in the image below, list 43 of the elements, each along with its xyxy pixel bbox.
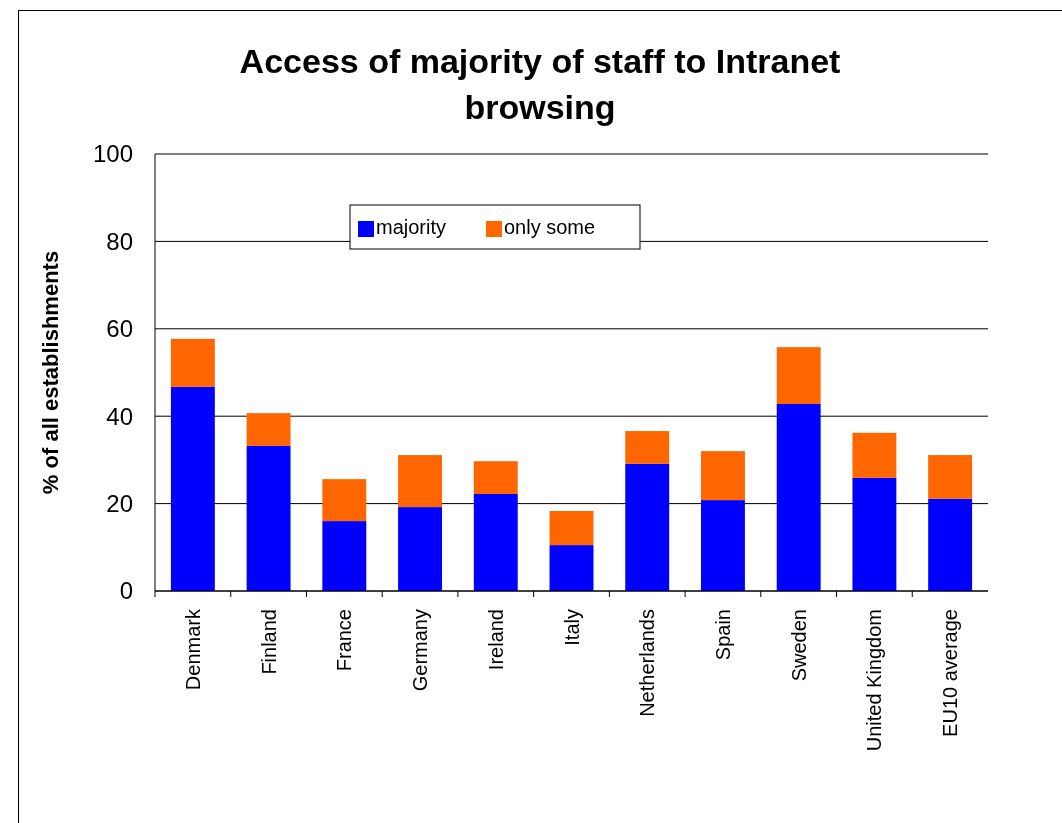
bar xyxy=(246,413,291,446)
y-tick-label: 100 xyxy=(92,140,133,168)
bar xyxy=(625,431,670,464)
x-tick-label: EU10 average xyxy=(939,609,962,737)
bar xyxy=(246,445,291,591)
x-tick-label: Ireland xyxy=(484,609,507,671)
bar xyxy=(700,500,745,591)
bar xyxy=(473,461,518,494)
bar xyxy=(398,507,443,591)
bar xyxy=(928,498,973,591)
bar xyxy=(170,338,215,387)
y-tick-label: 0 xyxy=(119,577,133,605)
x-tick-label: Netherlands xyxy=(636,609,659,717)
bar xyxy=(928,455,973,499)
y-tick-label: 40 xyxy=(106,402,133,430)
x-tick-label: Spain xyxy=(711,609,734,661)
x-tick-label: Italy xyxy=(560,609,583,646)
bar xyxy=(852,432,897,478)
y-tick-label: 20 xyxy=(106,490,133,517)
bar xyxy=(776,403,821,591)
bar xyxy=(549,545,594,591)
bar xyxy=(700,451,745,501)
x-tick-label: United Kingdom xyxy=(863,609,886,752)
y-tick-label: 60 xyxy=(106,315,133,343)
y-tick-label: 80 xyxy=(106,227,133,255)
bar xyxy=(473,493,518,591)
bar xyxy=(322,479,367,522)
x-tick-label: Finland xyxy=(257,609,280,675)
legend-label: majority xyxy=(376,216,447,238)
bar xyxy=(776,347,821,404)
bar xyxy=(322,521,367,591)
legend-label: only some xyxy=(504,216,596,238)
x-tick-label: Denmark xyxy=(181,608,204,691)
bar xyxy=(170,386,215,591)
x-tick-label: France xyxy=(333,609,356,672)
chart-title: Access of majority of staff to Intranet browsing xyxy=(239,42,841,126)
x-tick-label: Germany xyxy=(409,609,432,692)
bar xyxy=(398,455,443,508)
bar xyxy=(549,511,594,546)
bar xyxy=(852,477,897,591)
bar xyxy=(625,463,670,591)
y-axis-title: % of all establishments xyxy=(38,250,63,495)
x-tick-label: Sweden xyxy=(787,609,810,682)
